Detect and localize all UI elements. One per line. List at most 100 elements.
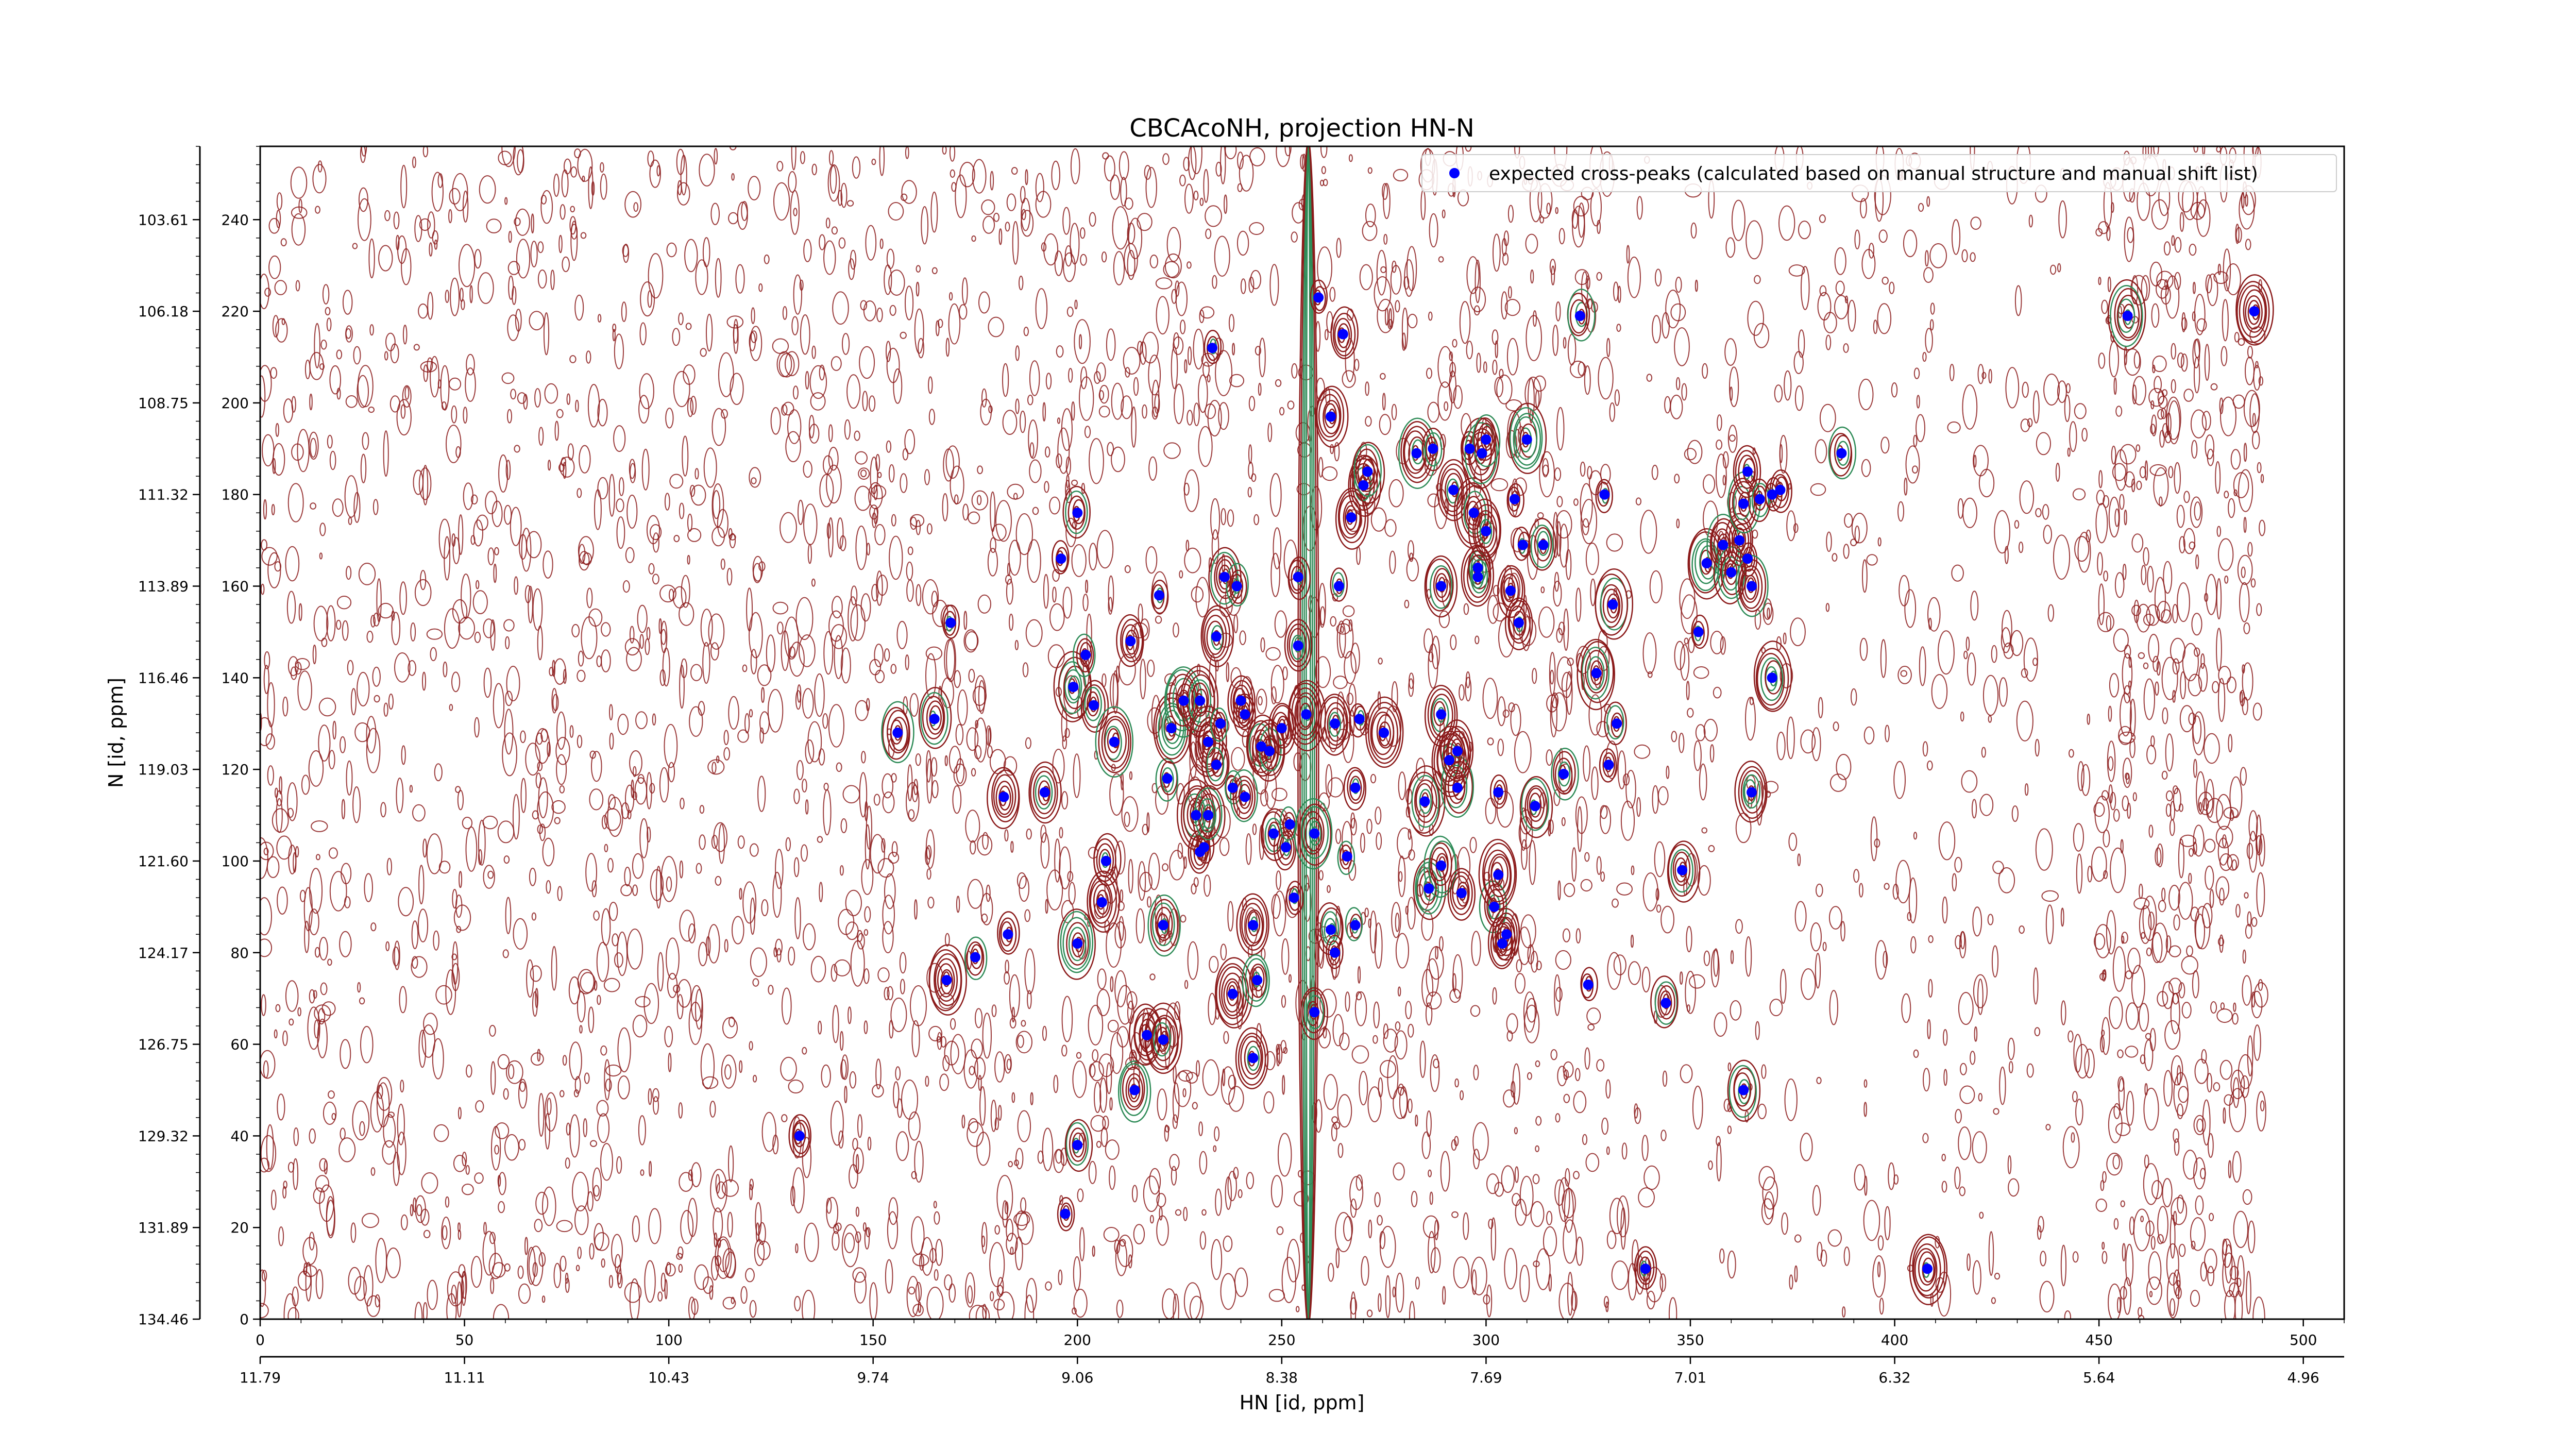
expected-peak-marker	[1231, 581, 1242, 592]
expected-peak-marker	[1301, 709, 1312, 720]
expected-peak-marker	[1326, 924, 1336, 935]
expected-peak-marker	[1481, 526, 1492, 536]
expected-peak-marker	[1452, 782, 1463, 793]
expected-peak-marker	[1742, 466, 1753, 477]
expected-peak-marker	[1452, 746, 1463, 756]
expected-peak-marker	[1922, 1263, 1933, 1274]
x-axis-ppm: 11.79 11.11 10.43 9.74 9.06 8.38 7.69 7.01 6.32 5…	[240, 1357, 2319, 1386]
y-axis-index: 0 20 40 60 80 100 120 140 160 180 200 220 240	[222, 146, 260, 1328]
expected-peak-marker	[1505, 585, 1516, 596]
expected-peak-marker	[1738, 1085, 1749, 1096]
expected-peak-marker	[1607, 599, 1618, 610]
expected-peak-marker	[1468, 508, 1479, 518]
expected-peak-marker	[1096, 897, 1107, 907]
expected-peak-marker	[1574, 311, 1585, 321]
expected-peak-marker	[1211, 760, 1222, 770]
x-index-tick-label: 250	[1268, 1332, 1295, 1349]
expected-peak-marker	[1583, 980, 1594, 990]
expected-peak-marker	[1080, 649, 1091, 660]
expected-peak-marker	[1436, 581, 1447, 592]
expected-peak-marker	[1207, 343, 1217, 353]
plot-area	[260, 146, 2274, 1319]
expected-peak-marker	[1603, 760, 1614, 770]
expected-peak-marker	[1660, 998, 1671, 1008]
expected-peak-marker	[1248, 920, 1259, 931]
expected-peak-marker	[1333, 581, 1344, 592]
expected-peak-marker	[1836, 448, 1847, 459]
expected-peak-marker	[1701, 558, 1712, 568]
expected-peak-marker	[1342, 851, 1352, 862]
expected-peak-marker	[1350, 782, 1361, 793]
x-index-tick-label: 200	[1064, 1332, 1091, 1349]
x-axis-label: HN [id, ppm]	[1240, 1391, 1365, 1414]
expected-peak-marker	[1240, 709, 1250, 720]
expected-peak-marker	[1493, 787, 1504, 798]
expected-peak-marker	[1166, 723, 1177, 734]
y-ppm-tick-label: 126.75	[138, 1036, 189, 1053]
x-ppm-tick-label: 7.69	[1470, 1369, 1502, 1386]
expected-peak-marker	[998, 791, 1009, 802]
expected-peak-marker	[1501, 929, 1512, 940]
expected-peak-marker	[1436, 860, 1447, 871]
x-index-tick-label: 0	[256, 1332, 265, 1349]
expected-peak-marker	[1326, 411, 1336, 422]
expected-peak-marker	[1203, 810, 1214, 820]
y-ppm-tick-label: 129.32	[138, 1127, 189, 1144]
expected-peak-marker	[1211, 631, 1222, 642]
expected-peak-marker	[1072, 508, 1083, 518]
expected-peak-marker	[1489, 901, 1500, 912]
x-ppm-tick-label: 5.64	[2083, 1369, 2115, 1386]
expected-peak-marker	[1003, 929, 1013, 940]
y-index-tick-label: 160	[222, 578, 249, 595]
expected-peak-marker	[1227, 782, 1238, 793]
expected-peak-marker	[1718, 540, 1728, 550]
expected-peak-marker	[1419, 796, 1430, 807]
y-index-tick-label: 60	[230, 1036, 249, 1053]
expected-peak-marker	[1330, 718, 1340, 729]
expected-peak-marker	[1767, 489, 1777, 500]
expected-peak-marker	[1100, 855, 1111, 866]
expected-peak-marker	[1558, 769, 1569, 779]
expected-peak-marker	[1477, 448, 1487, 459]
legend-box	[1421, 154, 2337, 192]
expected-peak-marker	[1142, 1030, 1153, 1040]
expected-peak-marker	[1517, 540, 1528, 550]
expected-peak-marker	[2249, 306, 2260, 317]
expected-peak-marker	[1293, 571, 1303, 582]
expected-peak-marker	[1284, 819, 1295, 830]
expected-peak-marker	[1068, 682, 1079, 693]
expected-peak-marker	[1235, 695, 1246, 706]
expected-peak-marker	[1252, 975, 1263, 986]
expected-peak-marker	[1411, 448, 1422, 459]
y-axis-label: N [id, ppm]	[105, 678, 127, 788]
expected-peak-marker	[1203, 736, 1214, 747]
expected-peak-marker	[1330, 947, 1340, 958]
x-ppm-tick-label: 11.79	[240, 1369, 281, 1386]
expected-peak-marker	[1513, 617, 1524, 628]
expected-peak-marker	[1354, 714, 1365, 724]
y-index-tick-label: 80	[230, 945, 249, 962]
y-ppm-tick-label: 131.89	[138, 1219, 189, 1236]
expected-peak-marker	[1248, 1053, 1259, 1064]
y-index-tick-label: 200	[222, 395, 249, 412]
expected-peak-marker	[1436, 709, 1447, 720]
legend: expected cross-peaks (calculated based o…	[1421, 154, 2337, 192]
expected-peak-marker	[1293, 641, 1303, 651]
expected-peak-marker	[1195, 695, 1206, 706]
expected-peak-marker	[1521, 434, 1532, 445]
x-ppm-tick-label: 7.01	[1674, 1369, 1706, 1386]
expected-cross-peaks	[794, 292, 2260, 1274]
expected-peak-marker	[1358, 480, 1369, 491]
y-index-tick-label: 220	[222, 303, 249, 320]
spectrum-contours	[260, 146, 2274, 1319]
y-ppm-tick-label: 134.46	[138, 1311, 189, 1328]
expected-peak-marker	[892, 728, 903, 738]
expected-peak-marker	[1747, 581, 1757, 592]
expected-peak-marker	[1677, 865, 1688, 875]
expected-peak-marker	[1276, 723, 1287, 734]
x-axis-index: 0 50 100 150 200 250 300 350 400 450 500	[256, 1319, 2345, 1349]
y-index-tick-label: 120	[222, 761, 249, 778]
y-ppm-tick-label: 103.61	[138, 211, 189, 228]
expected-peak-marker	[1591, 668, 1602, 679]
